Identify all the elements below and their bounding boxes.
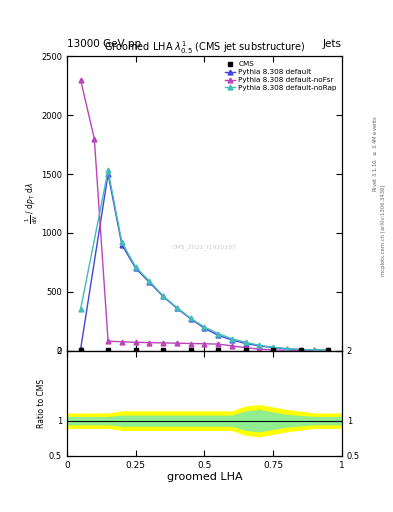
Pythia 8.308 default-noFsr	[271, 347, 275, 353]
Pythia 8.308 default-noRap	[298, 347, 303, 353]
Pythia 8.308 default	[230, 337, 234, 343]
Text: CMS_2021_I1920187: CMS_2021_I1920187	[172, 245, 237, 250]
Pythia 8.308 default-noRap	[119, 239, 124, 245]
Pythia 8.308 default-noFsr	[243, 345, 248, 351]
Pythia 8.308 default	[174, 305, 179, 311]
Pythia 8.308 default-noRap	[230, 336, 234, 342]
CMS	[298, 347, 303, 353]
Pythia 8.308 default-noFsr	[216, 341, 220, 347]
Pythia 8.308 default	[298, 347, 303, 353]
Pythia 8.308 default-noFsr	[147, 339, 152, 346]
Pythia 8.308 default-noFsr	[257, 346, 262, 352]
Pythia 8.308 default-noFsr	[174, 340, 179, 346]
Pythia 8.308 default-noFsr	[312, 348, 317, 354]
Text: Rivet 3.1.10, $\geq$ 3.4M events: Rivet 3.1.10, $\geq$ 3.4M events	[371, 115, 379, 192]
Pythia 8.308 default-noFsr	[298, 347, 303, 353]
Y-axis label: Ratio to CMS: Ratio to CMS	[37, 378, 46, 428]
Pythia 8.308 default	[243, 340, 248, 347]
Pythia 8.308 default-noRap	[202, 324, 207, 330]
CMS	[326, 348, 331, 354]
Pythia 8.308 default-noFsr	[119, 338, 124, 345]
Pythia 8.308 default-noRap	[271, 344, 275, 350]
Pythia 8.308 default-noRap	[188, 315, 193, 322]
Title: Groomed LHA $\lambda^{1}_{0.5}$ (CMS jet substructure): Groomed LHA $\lambda^{1}_{0.5}$ (CMS jet…	[104, 39, 305, 56]
Pythia 8.308 default-noFsr	[106, 338, 110, 344]
Legend: CMS, Pythia 8.308 default, Pythia 8.308 default-noFsr, Pythia 8.308 default-noRa: CMS, Pythia 8.308 default, Pythia 8.308 …	[223, 60, 338, 93]
Pythia 8.308 default-noRap	[78, 306, 83, 312]
Text: mcplots.cern.ch [arXiv:1306.3436]: mcplots.cern.ch [arXiv:1306.3436]	[381, 185, 386, 276]
Line: CMS: CMS	[79, 348, 330, 353]
Text: Jets: Jets	[323, 38, 342, 49]
Pythia 8.308 default	[78, 346, 83, 352]
Pythia 8.308 default-noFsr	[285, 347, 289, 353]
Line: Pythia 8.308 default-noRap: Pythia 8.308 default-noRap	[78, 168, 331, 353]
Pythia 8.308 default-noFsr	[188, 340, 193, 347]
Pythia 8.308 default	[312, 347, 317, 353]
Pythia 8.308 default-noFsr	[133, 339, 138, 346]
Pythia 8.308 default-noRap	[326, 347, 331, 353]
CMS	[133, 347, 138, 353]
Pythia 8.308 default-noRap	[147, 278, 152, 284]
Pythia 8.308 default	[271, 345, 275, 351]
Pythia 8.308 default-noRap	[285, 346, 289, 352]
Pythia 8.308 default-noRap	[243, 339, 248, 346]
Pythia 8.308 default-noFsr	[230, 343, 234, 349]
CMS	[216, 347, 220, 353]
Pythia 8.308 default	[188, 316, 193, 322]
Pythia 8.308 default-noRap	[174, 305, 179, 311]
Pythia 8.308 default	[326, 347, 331, 353]
Line: Pythia 8.308 default: Pythia 8.308 default	[78, 172, 331, 353]
CMS	[188, 347, 193, 353]
Pythia 8.308 default-noRap	[133, 264, 138, 270]
Pythia 8.308 default-noFsr	[202, 340, 207, 347]
CMS	[161, 347, 165, 353]
Pythia 8.308 default-noFsr	[161, 340, 165, 346]
Pythia 8.308 default	[257, 343, 262, 349]
Pythia 8.308 default	[285, 346, 289, 352]
CMS	[243, 347, 248, 353]
CMS	[106, 347, 110, 353]
Text: 13000 GeV pp: 13000 GeV pp	[67, 38, 141, 49]
Pythia 8.308 default-noFsr	[326, 348, 331, 354]
Pythia 8.308 default-noRap	[216, 330, 220, 336]
Pythia 8.308 default	[216, 332, 220, 338]
X-axis label: groomed LHA: groomed LHA	[167, 472, 242, 482]
CMS	[78, 347, 83, 353]
Pythia 8.308 default-noRap	[312, 347, 317, 353]
Line: Pythia 8.308 default-noFsr: Pythia 8.308 default-noFsr	[78, 77, 331, 353]
Pythia 8.308 default	[119, 242, 124, 248]
Pythia 8.308 default-noRap	[257, 342, 262, 348]
Y-axis label: $\frac{1}{\mathrm{d}N}$ / $\mathrm{d}p_\mathrm{T}$ $\mathrm{d}\lambda$: $\frac{1}{\mathrm{d}N}$ / $\mathrm{d}p_\…	[23, 182, 40, 224]
Pythia 8.308 default	[161, 293, 165, 300]
Pythia 8.308 default-noRap	[106, 167, 110, 174]
Pythia 8.308 default	[106, 171, 110, 177]
Pythia 8.308 default-noFsr	[92, 136, 97, 142]
Pythia 8.308 default	[133, 265, 138, 271]
Pythia 8.308 default-noRap	[161, 293, 165, 299]
Pythia 8.308 default	[147, 279, 152, 285]
Pythia 8.308 default	[202, 325, 207, 331]
CMS	[271, 347, 275, 353]
Pythia 8.308 default-noFsr	[78, 77, 83, 83]
